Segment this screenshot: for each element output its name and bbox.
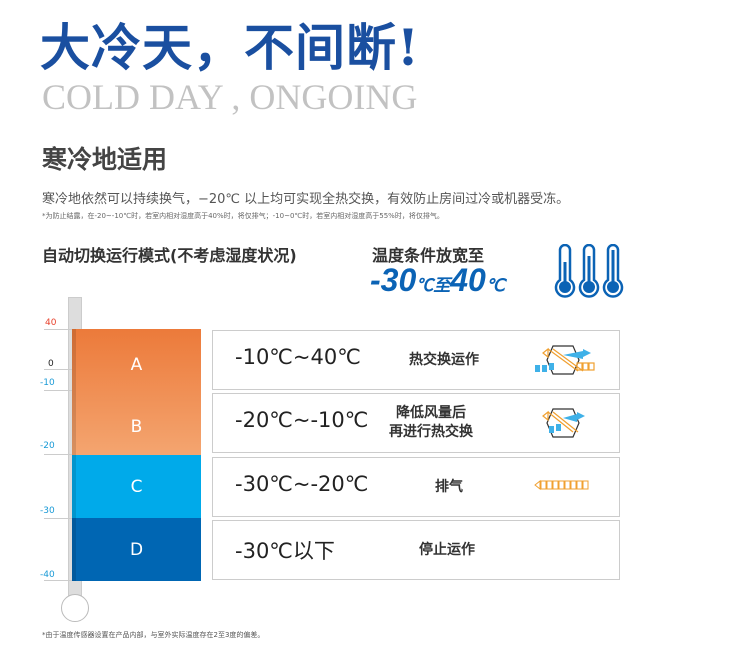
english-subtitle: COLD DAY , ONGOING [42, 77, 418, 117]
zone-row-b: -20℃~-10℃ 降低风量后 再进行热交换 [212, 393, 620, 453]
heat-exchange-icon [535, 345, 595, 375]
zone-b-letter: B [130, 417, 143, 437]
main-title: 大冷天，不间断! [40, 18, 420, 77]
exhaust-arrow-icon [534, 480, 589, 491]
temperature-range: -30℃至40℃ [370, 262, 505, 299]
tick-40: 40 [45, 318, 57, 328]
tick-line [44, 518, 72, 519]
mode-title: 自动切换运行模式(不考虑湿度状况) [42, 246, 297, 265]
zone-temp: -10℃~40℃ [235, 345, 361, 369]
zone-desc: 热交换运作 [409, 352, 479, 368]
range-unit: ℃ [485, 276, 505, 295]
tick-0: 0 [48, 359, 54, 369]
zone-temp: -30℃以下 [235, 539, 335, 563]
zone-row-d: -30℃以下 停止运作 [212, 520, 620, 580]
zone-row-a: -10℃~40℃ 热交换运作 [212, 330, 620, 390]
section-heading: 寒冷地适用 [42, 145, 168, 174]
mercury-column [72, 329, 76, 581]
tick-line [44, 369, 72, 370]
zone-temp: -20℃~-10℃ [235, 408, 369, 432]
range-mid: 至 [433, 276, 451, 295]
zone-desc: 停止运作 [419, 542, 475, 558]
thermometers-icon [554, 244, 624, 298]
tick-minus10: -10 [40, 378, 55, 388]
thermometer-bulb [61, 594, 89, 622]
zone-row-c: -30℃~-20℃ 排气 [212, 457, 620, 517]
range-unit: ℃ [416, 276, 434, 295]
tick-line [44, 390, 72, 391]
heat-exchange-icon [542, 408, 585, 438]
range-label: 温度条件放宽至 [372, 246, 485, 265]
tick-line [44, 580, 72, 581]
tick-minus20: -20 [40, 441, 55, 451]
tick-minus30: -30 [40, 506, 55, 516]
range-low: -30 [370, 262, 417, 298]
zone-a-letter: A [130, 355, 143, 375]
footnote: *由于温度传感器设置在产品内部，与室外实际温度存在2至3度的偏差。 [42, 631, 265, 639]
zone-temp: -30℃~-20℃ [235, 472, 369, 496]
condensation-note: *为防止结露，在-20~-10℃时，若室内相对湿度高于40%时，将仅排气；-10… [42, 212, 444, 220]
zone-c-letter: C [72, 455, 201, 518]
section-description: 寒冷地依然可以持续换气，−20℃ 以上均可实现全热交换，有效防止房间过冷或机器受… [42, 192, 570, 207]
zone-desc: 降低风量后 再进行热交换 [389, 405, 473, 440]
tick-line [44, 329, 72, 330]
zone-ab-bar [72, 329, 201, 455]
tick-minus40: -40 [40, 570, 55, 580]
zone-desc: 排气 [435, 479, 463, 495]
zone-d-letter: D [72, 518, 201, 581]
tick-line [44, 454, 72, 455]
range-high: 40 [450, 262, 486, 298]
